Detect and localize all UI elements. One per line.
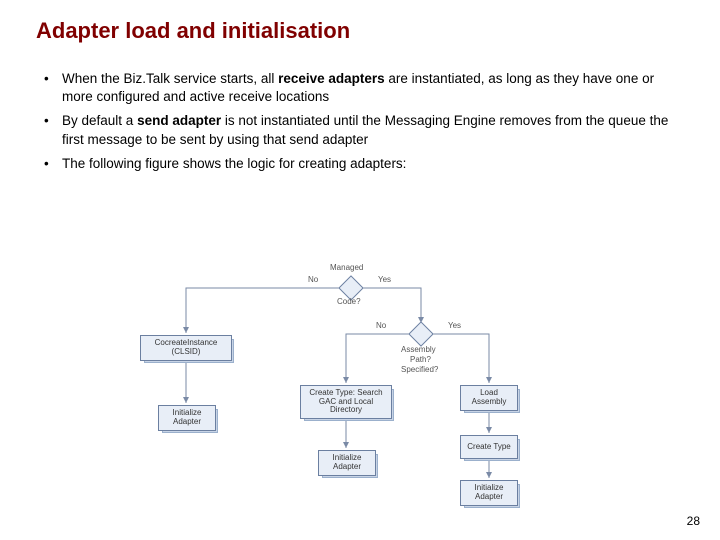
box-cocreate: CocreateInstance (CLSID) bbox=[140, 335, 232, 361]
edge-label-yes1: Yes bbox=[378, 275, 391, 284]
bullet-1-pre: When the Biz.Talk service starts, all bbox=[62, 71, 278, 86]
box-load-assembly: Load Assembly bbox=[460, 385, 518, 411]
decision-1-label-top: Managed bbox=[330, 263, 363, 272]
bullet-2: By default a send adapter is not instant… bbox=[40, 112, 680, 148]
decision-2-label-c: Specified? bbox=[401, 365, 438, 374]
bullet-2-bold: send adapter bbox=[137, 113, 221, 128]
flowchart: Managed Code? No Yes Assembly Path? Spec… bbox=[140, 265, 580, 515]
slide-title: Adapter load and initialisation bbox=[36, 18, 350, 44]
box-init-left: Initialize Adapter bbox=[158, 405, 216, 431]
decision-1-label-bottom: Code? bbox=[337, 297, 361, 306]
box-init-right: Initialize Adapter bbox=[460, 480, 518, 506]
bullet-list: When the Biz.Talk service starts, all re… bbox=[40, 70, 680, 179]
box-init-mid: Initialize Adapter bbox=[318, 450, 376, 476]
decision-2-label-b: Path? bbox=[410, 355, 431, 364]
decision-2-label-a: Assembly bbox=[401, 345, 436, 354]
bullet-3: The following figure shows the logic for… bbox=[40, 155, 680, 173]
box-create-type: Create Type: Search GAC and Local Direct… bbox=[300, 385, 392, 419]
edge-label-no1: No bbox=[308, 275, 318, 284]
edge-label-no2: No bbox=[376, 321, 386, 330]
edge-label-yes2: Yes bbox=[448, 321, 461, 330]
box-create-type-2: Create Type bbox=[460, 435, 518, 459]
page-number: 28 bbox=[687, 514, 700, 528]
bullet-2-pre: By default a bbox=[62, 113, 137, 128]
bullet-1: When the Biz.Talk service starts, all re… bbox=[40, 70, 680, 106]
bullet-1-bold: receive adapters bbox=[278, 71, 385, 86]
